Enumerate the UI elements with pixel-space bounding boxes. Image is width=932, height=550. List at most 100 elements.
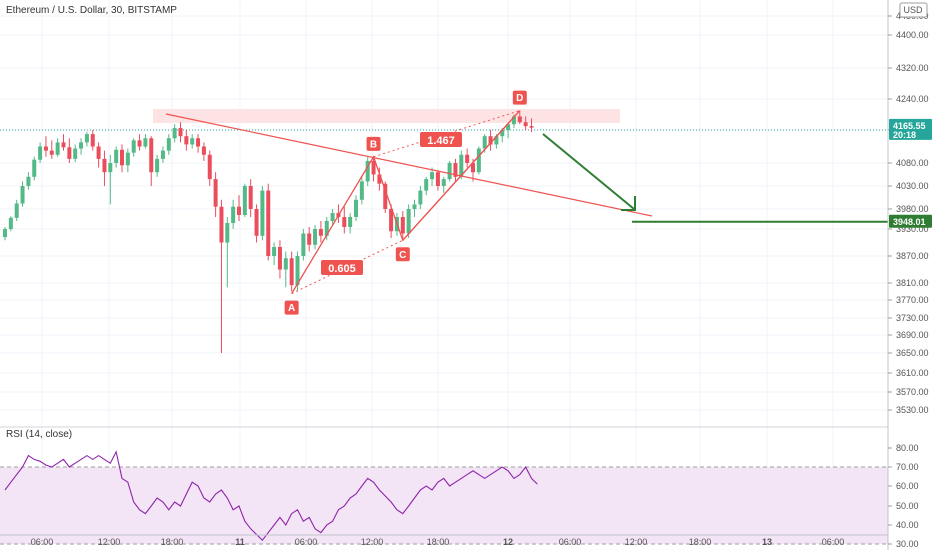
leg-cd bbox=[402, 110, 521, 241]
candle-body bbox=[79, 142, 84, 149]
candle-body bbox=[412, 204, 417, 209]
y-tick-label: 3930.00 bbox=[896, 224, 929, 234]
point-label-bg bbox=[284, 300, 299, 315]
candle-body bbox=[14, 203, 19, 218]
chart-title: Ethereum / U.S. Dollar, 30, BITSTAMP bbox=[6, 5, 177, 16]
candle-body bbox=[20, 186, 25, 204]
x-tick-label: 12:00 bbox=[361, 537, 384, 547]
ratio-label: 1.467 bbox=[427, 135, 455, 147]
candle-body bbox=[237, 206, 241, 215]
x-tick-label: 13 bbox=[762, 537, 772, 547]
current-price-badge bbox=[889, 118, 932, 140]
candle-body bbox=[465, 154, 470, 163]
candle-body bbox=[108, 163, 113, 173]
current-price-value: 4165.55 bbox=[893, 121, 926, 131]
candle-body bbox=[125, 152, 130, 166]
rsi-tick-label: 30.00 bbox=[896, 539, 919, 549]
point-label-a: A bbox=[288, 303, 295, 314]
y-tick-label: 3870.00 bbox=[896, 251, 929, 261]
ratio-label-bg bbox=[420, 132, 462, 147]
candle-body bbox=[260, 190, 265, 236]
candle-body bbox=[430, 172, 435, 180]
candle-layer bbox=[3, 110, 534, 353]
candle-body bbox=[418, 190, 423, 205]
candle-body bbox=[272, 247, 277, 256]
candle-body bbox=[266, 190, 271, 256]
candle-body bbox=[178, 128, 183, 137]
candle-body bbox=[114, 149, 119, 163]
candle-body bbox=[231, 206, 236, 223]
candle-body bbox=[389, 209, 394, 232]
candle-body bbox=[424, 179, 429, 191]
point-label-d: D bbox=[516, 93, 523, 104]
candle-body bbox=[166, 138, 171, 151]
currency-badge[interactable]: USD bbox=[899, 2, 928, 18]
y-tick-label: 4320.00 bbox=[896, 63, 929, 73]
candle-body bbox=[523, 122, 528, 127]
rsi-tick-label: 70.00 bbox=[896, 462, 919, 472]
candle-body bbox=[219, 206, 224, 243]
rsi-line bbox=[4, 450, 538, 542]
x-tick-label: 06:00 bbox=[822, 537, 845, 547]
candle-body bbox=[90, 134, 95, 147]
grid-layer bbox=[0, 0, 888, 535]
candle-body bbox=[96, 146, 101, 159]
candle-body bbox=[277, 247, 282, 270]
candle-body bbox=[8, 217, 13, 229]
x-tick-label: 12:00 bbox=[625, 537, 648, 547]
x-tick-label: 06:00 bbox=[559, 537, 582, 547]
y-tick-label: 4080.00 bbox=[896, 158, 929, 168]
candle-body bbox=[383, 183, 388, 209]
candle-body bbox=[482, 136, 487, 149]
candle-body bbox=[201, 146, 206, 155]
point-label-bg bbox=[512, 90, 527, 105]
candle-body bbox=[55, 142, 60, 155]
descending-trendline bbox=[165, 113, 653, 217]
x-tick-label: 18:00 bbox=[427, 537, 450, 547]
candle-body bbox=[84, 134, 89, 143]
countdown-timer: 20:18 bbox=[893, 130, 916, 140]
projection-arrowhead bbox=[621, 196, 636, 211]
candle-body bbox=[242, 186, 247, 215]
candle-body bbox=[459, 154, 464, 177]
point-label-bg bbox=[395, 247, 410, 262]
candle-body bbox=[38, 146, 43, 160]
candle-body bbox=[73, 148, 78, 159]
rsi-tick-label: 80.00 bbox=[896, 443, 919, 453]
candle-body bbox=[500, 130, 505, 137]
candle-body bbox=[488, 136, 493, 145]
candle-body bbox=[506, 124, 511, 130]
candle-body bbox=[207, 154, 212, 180]
candle-body bbox=[447, 163, 452, 180]
y-tick-label: 3980.00 bbox=[896, 204, 929, 214]
candle-body bbox=[301, 233, 306, 256]
x-tick-label: 06:00 bbox=[295, 537, 318, 547]
candle-body bbox=[67, 147, 72, 159]
ratio-label: 0.605 bbox=[328, 263, 356, 275]
rsi-tick-label: 40.00 bbox=[896, 520, 919, 530]
candle-body bbox=[348, 217, 353, 227]
ratio-label-bg bbox=[321, 260, 363, 275]
candle-body bbox=[283, 258, 288, 270]
candle-body bbox=[354, 199, 358, 217]
currency-label: USD bbox=[903, 5, 923, 15]
y-tick-label: 4030.00 bbox=[896, 181, 929, 191]
candle-body bbox=[120, 149, 124, 166]
candle-body bbox=[32, 159, 37, 177]
candle-body bbox=[149, 138, 154, 173]
candle-body bbox=[517, 116, 522, 123]
candle-body bbox=[471, 163, 475, 173]
x-tick-label: 11 bbox=[235, 537, 245, 547]
candle-body bbox=[406, 209, 411, 234]
candle-body bbox=[225, 223, 230, 243]
rsi-tick-label: 60.00 bbox=[896, 481, 919, 491]
target-price-value: 3948.01 bbox=[893, 217, 926, 227]
rsi-title: RSI (14, close) bbox=[6, 429, 72, 440]
candle-body bbox=[318, 229, 323, 236]
y-tick-label: 4400.00 bbox=[896, 30, 929, 40]
candle-body bbox=[307, 233, 312, 245]
target-price-badge bbox=[889, 214, 932, 228]
